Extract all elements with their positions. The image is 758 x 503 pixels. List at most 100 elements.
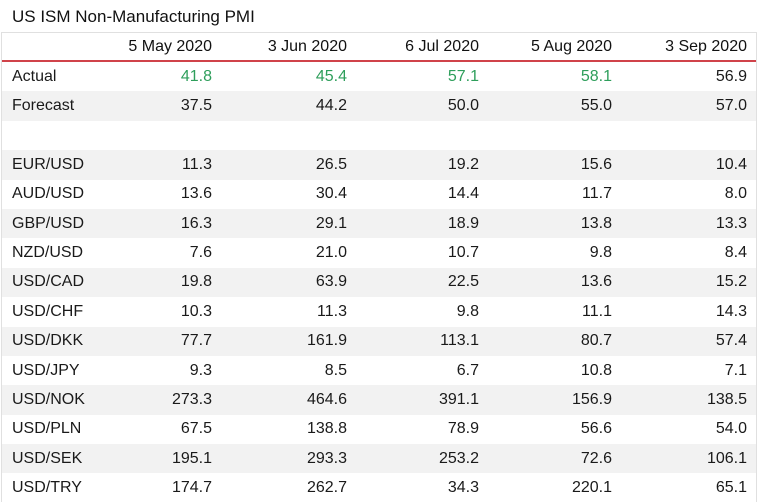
table-cell: 9.8 xyxy=(356,297,488,326)
table-cell: 14.3 xyxy=(621,297,756,326)
table-cell: 262.7 xyxy=(221,473,356,502)
column-header-date: 6 Jul 2020 xyxy=(356,33,488,61)
table-cell xyxy=(621,121,756,150)
table-cell: 11.7 xyxy=(488,180,621,209)
table-cell: 8.5 xyxy=(221,356,356,385)
table-cell: 9.8 xyxy=(488,238,621,267)
table-cell: 113.1 xyxy=(356,327,488,356)
row-label: USD/NOK xyxy=(2,385,98,414)
table-cell: 26.5 xyxy=(221,150,356,179)
table-cell: 7.1 xyxy=(621,356,756,385)
table-cell: 293.3 xyxy=(221,444,356,473)
table-cell: 253.2 xyxy=(356,444,488,473)
table-cell: 9.3 xyxy=(98,356,221,385)
row-label: USD/JPY xyxy=(2,356,98,385)
table-cell: 65.1 xyxy=(621,473,756,502)
column-header-label xyxy=(2,33,98,61)
table-cell: 21.0 xyxy=(221,238,356,267)
row-label: GBP/USD xyxy=(2,209,98,238)
table-cell: 11.3 xyxy=(98,150,221,179)
table-cell: 15.2 xyxy=(621,268,756,297)
table-cell: 391.1 xyxy=(356,385,488,414)
table-cell: 106.1 xyxy=(621,444,756,473)
table-cell: 15.6 xyxy=(488,150,621,179)
table-cell: 13.8 xyxy=(488,209,621,238)
table-row: NZD/USD 7.6 21.0 10.7 9.8 8.4 xyxy=(2,238,756,267)
table-row: AUD/USD 13.6 30.4 14.4 11.7 8.0 xyxy=(2,180,756,209)
table-cell: 464.6 xyxy=(221,385,356,414)
header-row: 5 May 2020 3 Jun 2020 6 Jul 2020 5 Aug 2… xyxy=(2,33,756,61)
table-cell: 22.5 xyxy=(356,268,488,297)
table-cell: 10.4 xyxy=(621,150,756,179)
table-cell: 41.8 xyxy=(98,61,221,91)
column-header-date: 3 Sep 2020 xyxy=(621,33,756,61)
table-cell: 138.8 xyxy=(221,415,356,444)
row-label: USD/CAD xyxy=(2,268,98,297)
row-label xyxy=(2,121,98,150)
row-label: USD/TRY xyxy=(2,473,98,502)
table-cell: 63.9 xyxy=(221,268,356,297)
row-label: USD/SEK xyxy=(2,444,98,473)
table-cell xyxy=(488,121,621,150)
table-row: EUR/USD 11.3 26.5 19.2 15.6 10.4 xyxy=(2,150,756,179)
table-row: USD/SEK 195.1 293.3 253.2 72.6 106.1 xyxy=(2,444,756,473)
column-header-date: 5 May 2020 xyxy=(98,33,221,61)
table-cell: 220.1 xyxy=(488,473,621,502)
pmi-table: 5 May 2020 3 Jun 2020 6 Jul 2020 5 Aug 2… xyxy=(2,33,756,503)
table-cell: 57.4 xyxy=(621,327,756,356)
table-row: USD/TRY 174.7 262.7 34.3 220.1 65.1 xyxy=(2,473,756,502)
table-cell: 16.3 xyxy=(98,209,221,238)
page-title: US ISM Non-Manufacturing PMI xyxy=(12,6,255,28)
table-cell: 67.5 xyxy=(98,415,221,444)
table-cell: 44.2 xyxy=(221,91,356,120)
table-cell: 161.9 xyxy=(221,327,356,356)
row-label: Forecast xyxy=(2,91,98,120)
table-cell: 18.9 xyxy=(356,209,488,238)
table-cell: 7.6 xyxy=(98,238,221,267)
table-row xyxy=(2,121,756,150)
table-cell: 13.6 xyxy=(98,180,221,209)
table-cell: 10.8 xyxy=(488,356,621,385)
table-row: GBP/USD 16.3 29.1 18.9 13.8 13.3 xyxy=(2,209,756,238)
table-cell: 80.7 xyxy=(488,327,621,356)
table-cell: 11.1 xyxy=(488,297,621,326)
row-label: USD/DKK xyxy=(2,327,98,356)
table-cell: 55.0 xyxy=(488,91,621,120)
table-cell xyxy=(98,121,221,150)
table-cell: 19.2 xyxy=(356,150,488,179)
table-cell: 10.3 xyxy=(98,297,221,326)
table-cell: 78.9 xyxy=(356,415,488,444)
table-row: USD/JPY 9.3 8.5 6.7 10.8 7.1 xyxy=(2,356,756,385)
table-cell: 34.3 xyxy=(356,473,488,502)
table-cell: 13.3 xyxy=(621,209,756,238)
table-cell: 11.3 xyxy=(221,297,356,326)
table-cell: 156.9 xyxy=(488,385,621,414)
table-cell: 19.8 xyxy=(98,268,221,297)
table-row: USD/NOK 273.3 464.6 391.1 156.9 138.5 xyxy=(2,385,756,414)
table-cell: 8.0 xyxy=(621,180,756,209)
column-header-date: 5 Aug 2020 xyxy=(488,33,621,61)
table-row: USD/PLN 67.5 138.8 78.9 56.6 54.0 xyxy=(2,415,756,444)
row-label: USD/PLN xyxy=(2,415,98,444)
table-cell: 195.1 xyxy=(98,444,221,473)
table-cell: 57.1 xyxy=(356,61,488,91)
table-cell: 50.0 xyxy=(356,91,488,120)
pmi-table-container: 5 May 2020 3 Jun 2020 6 Jul 2020 5 Aug 2… xyxy=(1,32,757,502)
table-row: USD/DKK 77.7 161.9 113.1 80.7 57.4 xyxy=(2,327,756,356)
table-cell: 30.4 xyxy=(221,180,356,209)
table-cell: 6.7 xyxy=(356,356,488,385)
table-cell: 174.7 xyxy=(98,473,221,502)
table-cell: 8.4 xyxy=(621,238,756,267)
table-cell xyxy=(221,121,356,150)
table-cell: 13.6 xyxy=(488,268,621,297)
row-label: EUR/USD xyxy=(2,150,98,179)
table-row: Actual 41.8 45.4 57.1 58.1 56.9 xyxy=(2,61,756,91)
table-cell: 58.1 xyxy=(488,61,621,91)
table-cell: 14.4 xyxy=(356,180,488,209)
table-cell: 54.0 xyxy=(621,415,756,444)
table-row: USD/CHF 10.3 11.3 9.8 11.1 14.3 xyxy=(2,297,756,326)
row-label: AUD/USD xyxy=(2,180,98,209)
row-label: Actual xyxy=(2,61,98,91)
table-row: Forecast 37.5 44.2 50.0 55.0 57.0 xyxy=(2,91,756,120)
table-cell: 56.9 xyxy=(621,61,756,91)
